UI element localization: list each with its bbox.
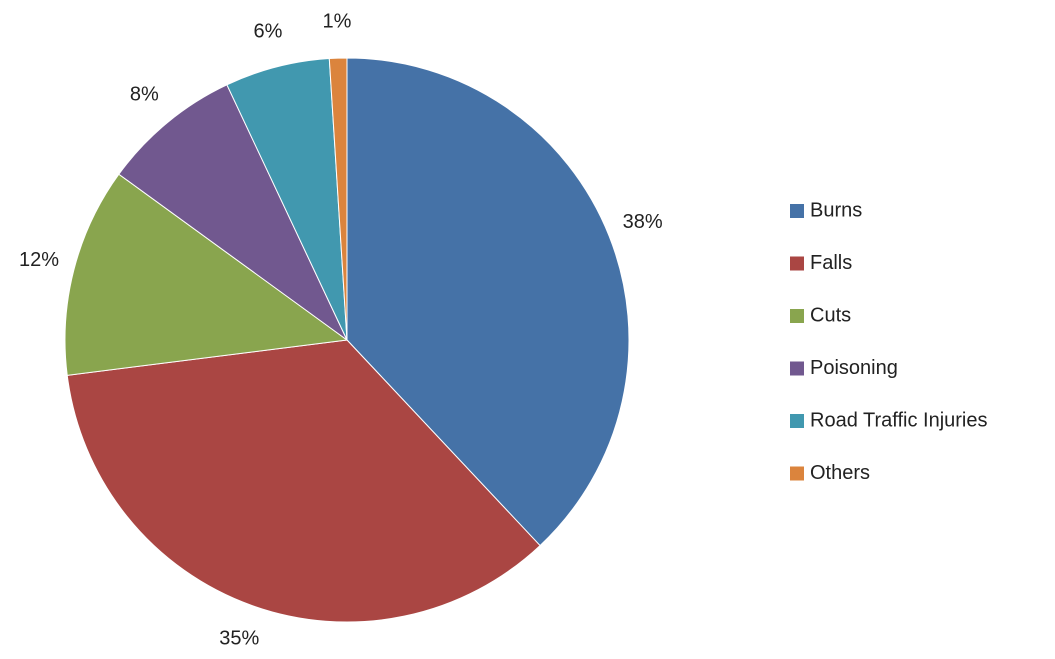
legend-label: Falls [810,252,852,274]
legend-swatch [790,256,804,271]
data-label: 12% [19,249,59,271]
legend-label: Poisoning [810,357,898,379]
legend-swatch [790,466,804,481]
pie-slice [328,57,348,341]
legend-swatch [790,309,804,323]
pie-slice [346,57,630,547]
legend-swatch [790,204,804,218]
data-label: 35% [219,627,259,649]
pie-slice [66,339,541,623]
data-label: 6% [253,20,282,42]
data-label: 1% [323,10,352,32]
pie-slice [118,84,348,341]
legend-label: Road Traffic Injuries [810,409,988,431]
legend-swatch [790,361,804,376]
legend-label: Others [810,462,870,484]
legend-label: Cuts [810,304,851,326]
legend-swatch [790,414,804,428]
data-label: 38% [623,211,663,233]
pie-slice [64,173,349,376]
data-label: 8% [130,83,159,105]
legend-label: Burns [810,199,862,221]
